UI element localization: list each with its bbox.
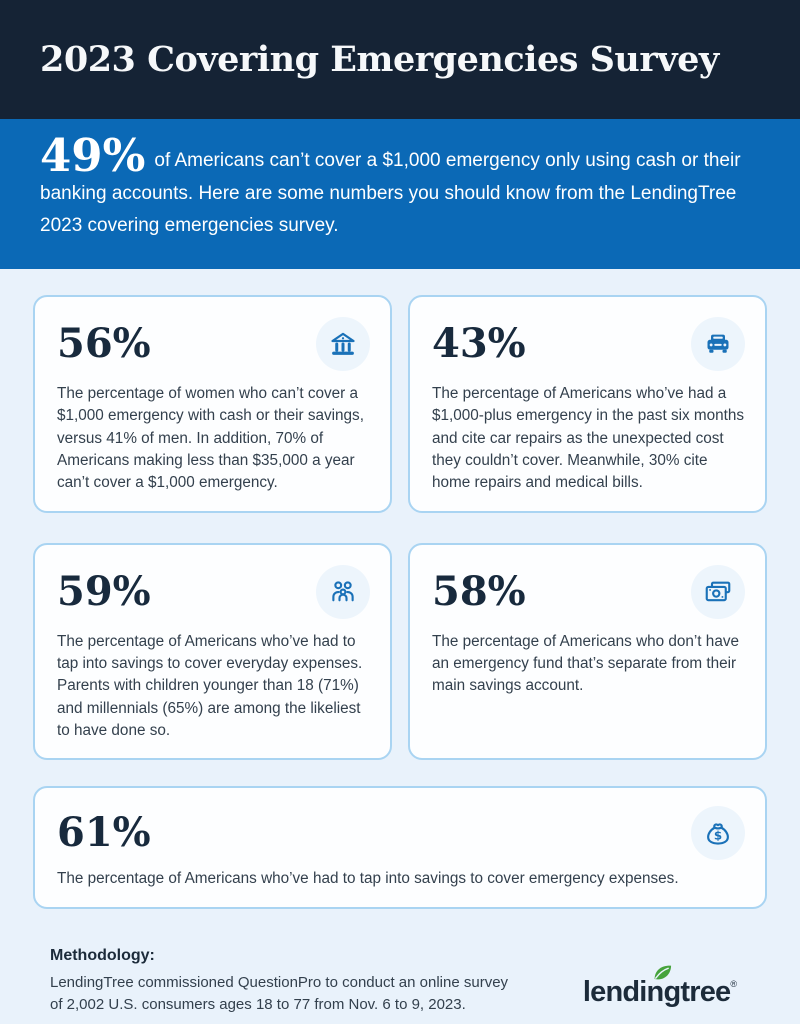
stat-card-emergency-expenses: 61% $ The percentage of Americans who’ve…: [33, 786, 767, 910]
leaf-icon: [650, 961, 674, 990]
stat-value: 61%: [57, 809, 151, 857]
stat-description: The percentage of Americans who’ve had t…: [57, 632, 363, 739]
car-icon: [691, 317, 745, 371]
page-title: 2023 Covering Emergencies Survey: [40, 39, 719, 80]
content-area: 56% The percentage of women who can’t co…: [0, 269, 800, 1024]
stat-card-everyday-expenses: 59% The percentage of Americans who’ve h…: [33, 542, 392, 761]
family-icon: [316, 564, 370, 619]
bank-icon: [316, 317, 370, 371]
card-top-row: 61% $: [57, 806, 745, 861]
stat-description: The percentage of women who can’t cover …: [57, 385, 364, 492]
stat-value: 43%: [432, 320, 526, 367]
stat-value: 56%: [57, 320, 151, 367]
stat-card-car-repairs: 43%: [408, 295, 767, 513]
lendingtree-logo: lendingtree®: [582, 966, 737, 1009]
registered-mark: ®: [730, 979, 737, 990]
footer: Methodology: LendingTree commissioned Qu…: [33, 947, 767, 1015]
header: 2023 Covering Emergencies Survey: [0, 0, 800, 119]
cards-grid: 56% The percentage of women who can’t co…: [33, 295, 767, 761]
stat-value: 59%: [57, 567, 151, 615]
card-top-row: 43%: [432, 317, 745, 371]
intro-paragraph: 49% of Americans can’t cover a $1,000 eme…: [40, 133, 755, 242]
money-bag-icon: $: [691, 806, 745, 861]
methodology-block: Methodology: LendingTree commissioned Qu…: [50, 947, 510, 1015]
methodology-text: LendingTree commissioned QuestionPro to …: [50, 974, 509, 1013]
intro-banner: 49% of Americans can’t cover a $1,000 eme…: [0, 119, 800, 269]
stat-card-women: 56% The percentage of women who can’t co…: [33, 295, 392, 513]
stat-description: The percentage of Americans who don’t ha…: [432, 632, 739, 695]
card-top-row: 58%: [432, 564, 745, 619]
methodology-heading: Methodology:: [50, 947, 155, 965]
logo-wordmark: lendingtree: [582, 976, 731, 1009]
svg-text:$: $: [714, 829, 722, 843]
card-top-row: 59%: [57, 564, 370, 619]
card-top-row: 56%: [57, 317, 370, 371]
stat-card-emergency-fund: 58% The percentage of Americans who don’…: [408, 542, 767, 761]
stat-description: The percentage of Americans who’ve had a…: [432, 385, 745, 492]
intro-stat: 49%: [40, 129, 146, 182]
intro-text: of Americans can’t cover a $1,000 emerge…: [40, 150, 741, 236]
cash-icon: [691, 564, 745, 619]
stat-value: 58%: [432, 567, 526, 615]
stat-description: The percentage of Americans who’ve had t…: [57, 870, 679, 888]
